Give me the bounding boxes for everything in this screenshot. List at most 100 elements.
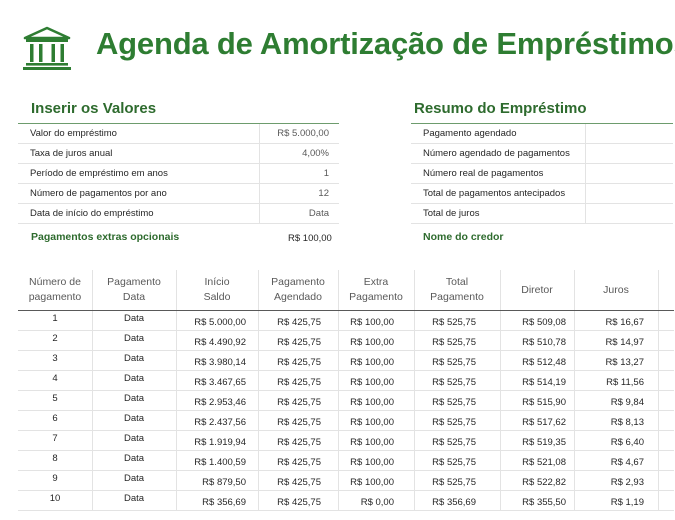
interest-cell: R$ 9,84: [610, 397, 644, 408]
summary-label: Total de juros: [423, 208, 480, 219]
input-row-start-date: Data de início do empréstimo Data: [18, 204, 339, 224]
start-date-field[interactable]: Data: [308, 208, 329, 219]
input-label: Data de início do empréstimo: [30, 208, 154, 219]
payment-number-cell: 8: [52, 453, 58, 464]
payment-date-cell: Data: [123, 373, 145, 384]
payments-per-year-field[interactable]: 12: [318, 188, 329, 199]
interest-rate-field[interactable]: 4,00%: [302, 148, 329, 159]
interest-cell: R$ 16,67: [605, 317, 644, 328]
extra-payment-cell: R$ 100,00: [350, 437, 394, 448]
table-row: 3 Data R$ 3.980,14 R$ 425,75 R$ 100,00 R$ 525…: [18, 351, 674, 371]
payment-number-cell: 4: [52, 373, 58, 384]
total-payment-cell: R$ 525,75: [432, 437, 476, 448]
scheduled-payment-cell: R$ 425,75: [277, 437, 321, 448]
extra-payment-cell: R$ 0,00: [360, 497, 394, 508]
total-payment-cell: R$ 525,75: [432, 417, 476, 428]
scheduled-payment-cell: R$ 425,75: [277, 357, 321, 368]
extra-payment-cell: R$ 100,00: [350, 417, 394, 428]
scheduled-payment-cell: R$ 425,75: [277, 317, 321, 328]
summary-row-actual-count: Número real de pagamentos: [411, 164, 673, 184]
beginning-balance-cell: R$ 1.400,59: [194, 457, 246, 468]
loan-amount-field[interactable]: R$ 5.000,00: [277, 128, 329, 139]
scheduled-payment-cell: R$ 425,75: [277, 477, 321, 488]
input-label: Período de empréstimo em anos: [30, 168, 168, 179]
payment-number-cell: 6: [52, 413, 58, 424]
beginning-balance-cell: R$ 4.490,92: [194, 337, 246, 348]
input-row-loan-period: Período de empréstimo em anos 1: [18, 164, 339, 184]
principal-cell: R$ 522,82: [522, 477, 566, 488]
extra-payments-field[interactable]: R$ 100,00: [288, 233, 332, 244]
table-row: 2 Data R$ 4.490,92 R$ 425,75 R$ 100,00 R$ 525…: [18, 331, 674, 351]
total-payment-cell: R$ 525,75: [432, 317, 476, 328]
payment-number-cell: 10: [49, 493, 61, 504]
payment-number-cell: 5: [52, 393, 58, 404]
summary-label: Pagamento agendado: [423, 128, 517, 139]
summary-row-total-interest: Total de juros: [411, 204, 673, 224]
loan-period-field[interactable]: 1: [323, 168, 329, 179]
total-payment-cell: R$ 525,75: [432, 357, 476, 368]
extra-payment-cell: R$ 100,00: [350, 357, 394, 368]
interest-cell: R$ 11,56: [606, 377, 644, 388]
table-row: 1 Data R$ 5.000,00 R$ 425,75 R$ 100,00 R$ 525…: [18, 311, 674, 331]
payment-number-cell: 7: [52, 433, 58, 444]
scheduled-payment-cell: R$ 425,75: [277, 417, 321, 428]
total-payment-cell: R$ 525,75: [432, 477, 476, 488]
total-payment-cell: R$ 525,75: [432, 337, 476, 348]
extra-payment-cell: R$ 100,00: [350, 337, 394, 348]
summary-row-scheduled-payment: Pagamento agendado: [411, 124, 673, 144]
payment-date-cell: Data: [123, 453, 145, 464]
payment-number-cell: 9: [52, 473, 58, 484]
interest-cell: R$ 2,93: [610, 477, 644, 488]
total-payment-cell: R$ 525,75: [432, 397, 476, 408]
payment-date-cell: Data: [123, 333, 145, 344]
beginning-balance-cell: R$ 3.467,65: [194, 377, 246, 388]
beginning-balance-cell: R$ 5.000,00: [194, 317, 246, 328]
table-row: 9 Data R$ 879,50 R$ 425,75 R$ 100,00 R$ 525,7…: [18, 471, 674, 491]
payment-number-cell: 3: [52, 353, 58, 364]
principal-cell: R$ 515,90: [522, 397, 566, 408]
principal-cell: R$ 509,08: [522, 317, 566, 328]
principal-cell: R$ 510,78: [522, 337, 566, 348]
summary-row-early-payments: Total de pagamentos antecipados: [411, 184, 673, 204]
extra-payment-cell: R$ 100,00: [350, 317, 394, 328]
summary-label: Número agendado de pagamentos: [423, 148, 570, 159]
beginning-balance-cell: R$ 3.980,14: [194, 357, 246, 368]
scheduled-payment-cell: R$ 425,75: [277, 397, 321, 408]
column-header: Diretor: [521, 283, 553, 296]
summary-row-scheduled-count: Número agendado de pagamentos: [411, 144, 673, 164]
page-header: Agenda de Amortização de Empréstimos: [0, 0, 675, 100]
summary-table: Pagamento agendado Número agendado de pa…: [411, 123, 673, 224]
input-label: Valor do empréstimo: [30, 128, 117, 139]
table-row: 8 Data R$ 1.400,59 R$ 425,75 R$ 100,00 R$ 525…: [18, 451, 674, 471]
column-header: Juros: [603, 283, 629, 296]
scheduled-payment-cell: R$ 425,75: [277, 377, 321, 388]
table-row: 5 Data R$ 2.953,46 R$ 425,75 R$ 100,00 R$ 525…: [18, 391, 674, 411]
extra-payment-cell: R$ 100,00: [350, 397, 394, 408]
table-row: 4 Data R$ 3.467,65 R$ 425,75 R$ 100,00 R$ 525…: [18, 371, 674, 391]
column-header: Início Saldo: [203, 276, 231, 303]
extra-payment-cell: R$ 100,00: [350, 457, 394, 468]
column-header: Pagamento Agendado: [271, 276, 325, 303]
payment-date-cell: Data: [123, 433, 145, 444]
principal-cell: R$ 517,62: [522, 417, 566, 428]
amortization-schedule-table: Número de pagamento Pagamento Data Início S…: [18, 270, 674, 511]
table-row: 7 Data R$ 1.919,94 R$ 425,75 R$ 100,00 R$ 525…: [18, 431, 674, 451]
interest-cell: R$ 14,97: [605, 337, 644, 348]
payment-date-cell: Data: [123, 413, 145, 424]
extra-payments-label: Pagamentos extras opcionais: [31, 231, 180, 243]
summary-label: Número real de pagamentos: [423, 168, 544, 179]
lender-name-label: Nome do credor: [423, 231, 504, 243]
column-header: Total Pagamento: [430, 276, 484, 303]
beginning-balance-cell: R$ 879,50: [202, 477, 246, 488]
interest-cell: R$ 1,19: [610, 497, 644, 508]
table-row: 10 Data R$ 356,69 R$ 425,75 R$ 0,00 R$ 356,69…: [18, 491, 674, 511]
payment-date-cell: Data: [123, 493, 145, 504]
scheduled-payment-cell: R$ 425,75: [277, 337, 321, 348]
summary-section-title: Resumo do Empréstimo: [414, 100, 587, 117]
input-label: Número de pagamentos por ano: [30, 188, 167, 199]
total-payment-cell: R$ 356,69: [432, 497, 476, 508]
scheduled-payment-cell: R$ 425,75: [277, 497, 321, 508]
input-row-loan-amount: Valor do empréstimo R$ 5.000,00: [18, 124, 339, 144]
principal-cell: R$ 521,08: [522, 457, 566, 468]
column-header: Extra Pagamento: [349, 276, 403, 303]
